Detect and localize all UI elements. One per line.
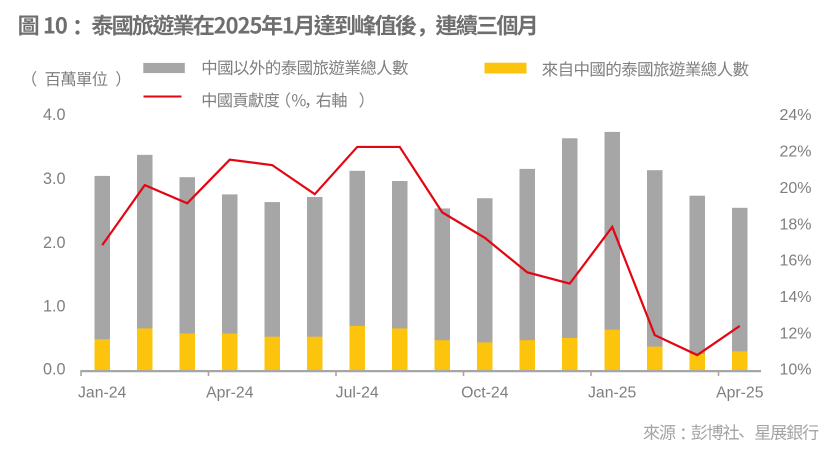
svg-text:16%: 16% (780, 253, 812, 270)
svg-text:18%: 18% (780, 216, 812, 233)
svg-text:Jul-24: Jul-24 (336, 384, 379, 401)
svg-text:12%: 12% (780, 325, 812, 342)
svg-text:Jan-25: Jan-25 (588, 384, 637, 401)
svg-text:2.0: 2.0 (43, 234, 66, 252)
svg-text:4.0: 4.0 (43, 106, 66, 124)
svg-text:3.0: 3.0 (43, 170, 66, 188)
svg-text:0.0: 0.0 (43, 361, 66, 379)
svg-text:14%: 14% (780, 289, 812, 306)
svg-text:Oct-24: Oct-24 (461, 384, 509, 401)
svg-text:Jan-24: Jan-24 (78, 384, 127, 401)
svg-text:20%: 20% (780, 180, 812, 197)
svg-text:10%: 10% (780, 362, 812, 379)
svg-text:1.0: 1.0 (43, 298, 66, 316)
svg-text:24%: 24% (780, 107, 812, 124)
svg-text:22%: 22% (780, 144, 812, 161)
svg-text:Apr-25: Apr-25 (716, 384, 764, 401)
svg-text:Apr-24: Apr-24 (206, 384, 254, 401)
